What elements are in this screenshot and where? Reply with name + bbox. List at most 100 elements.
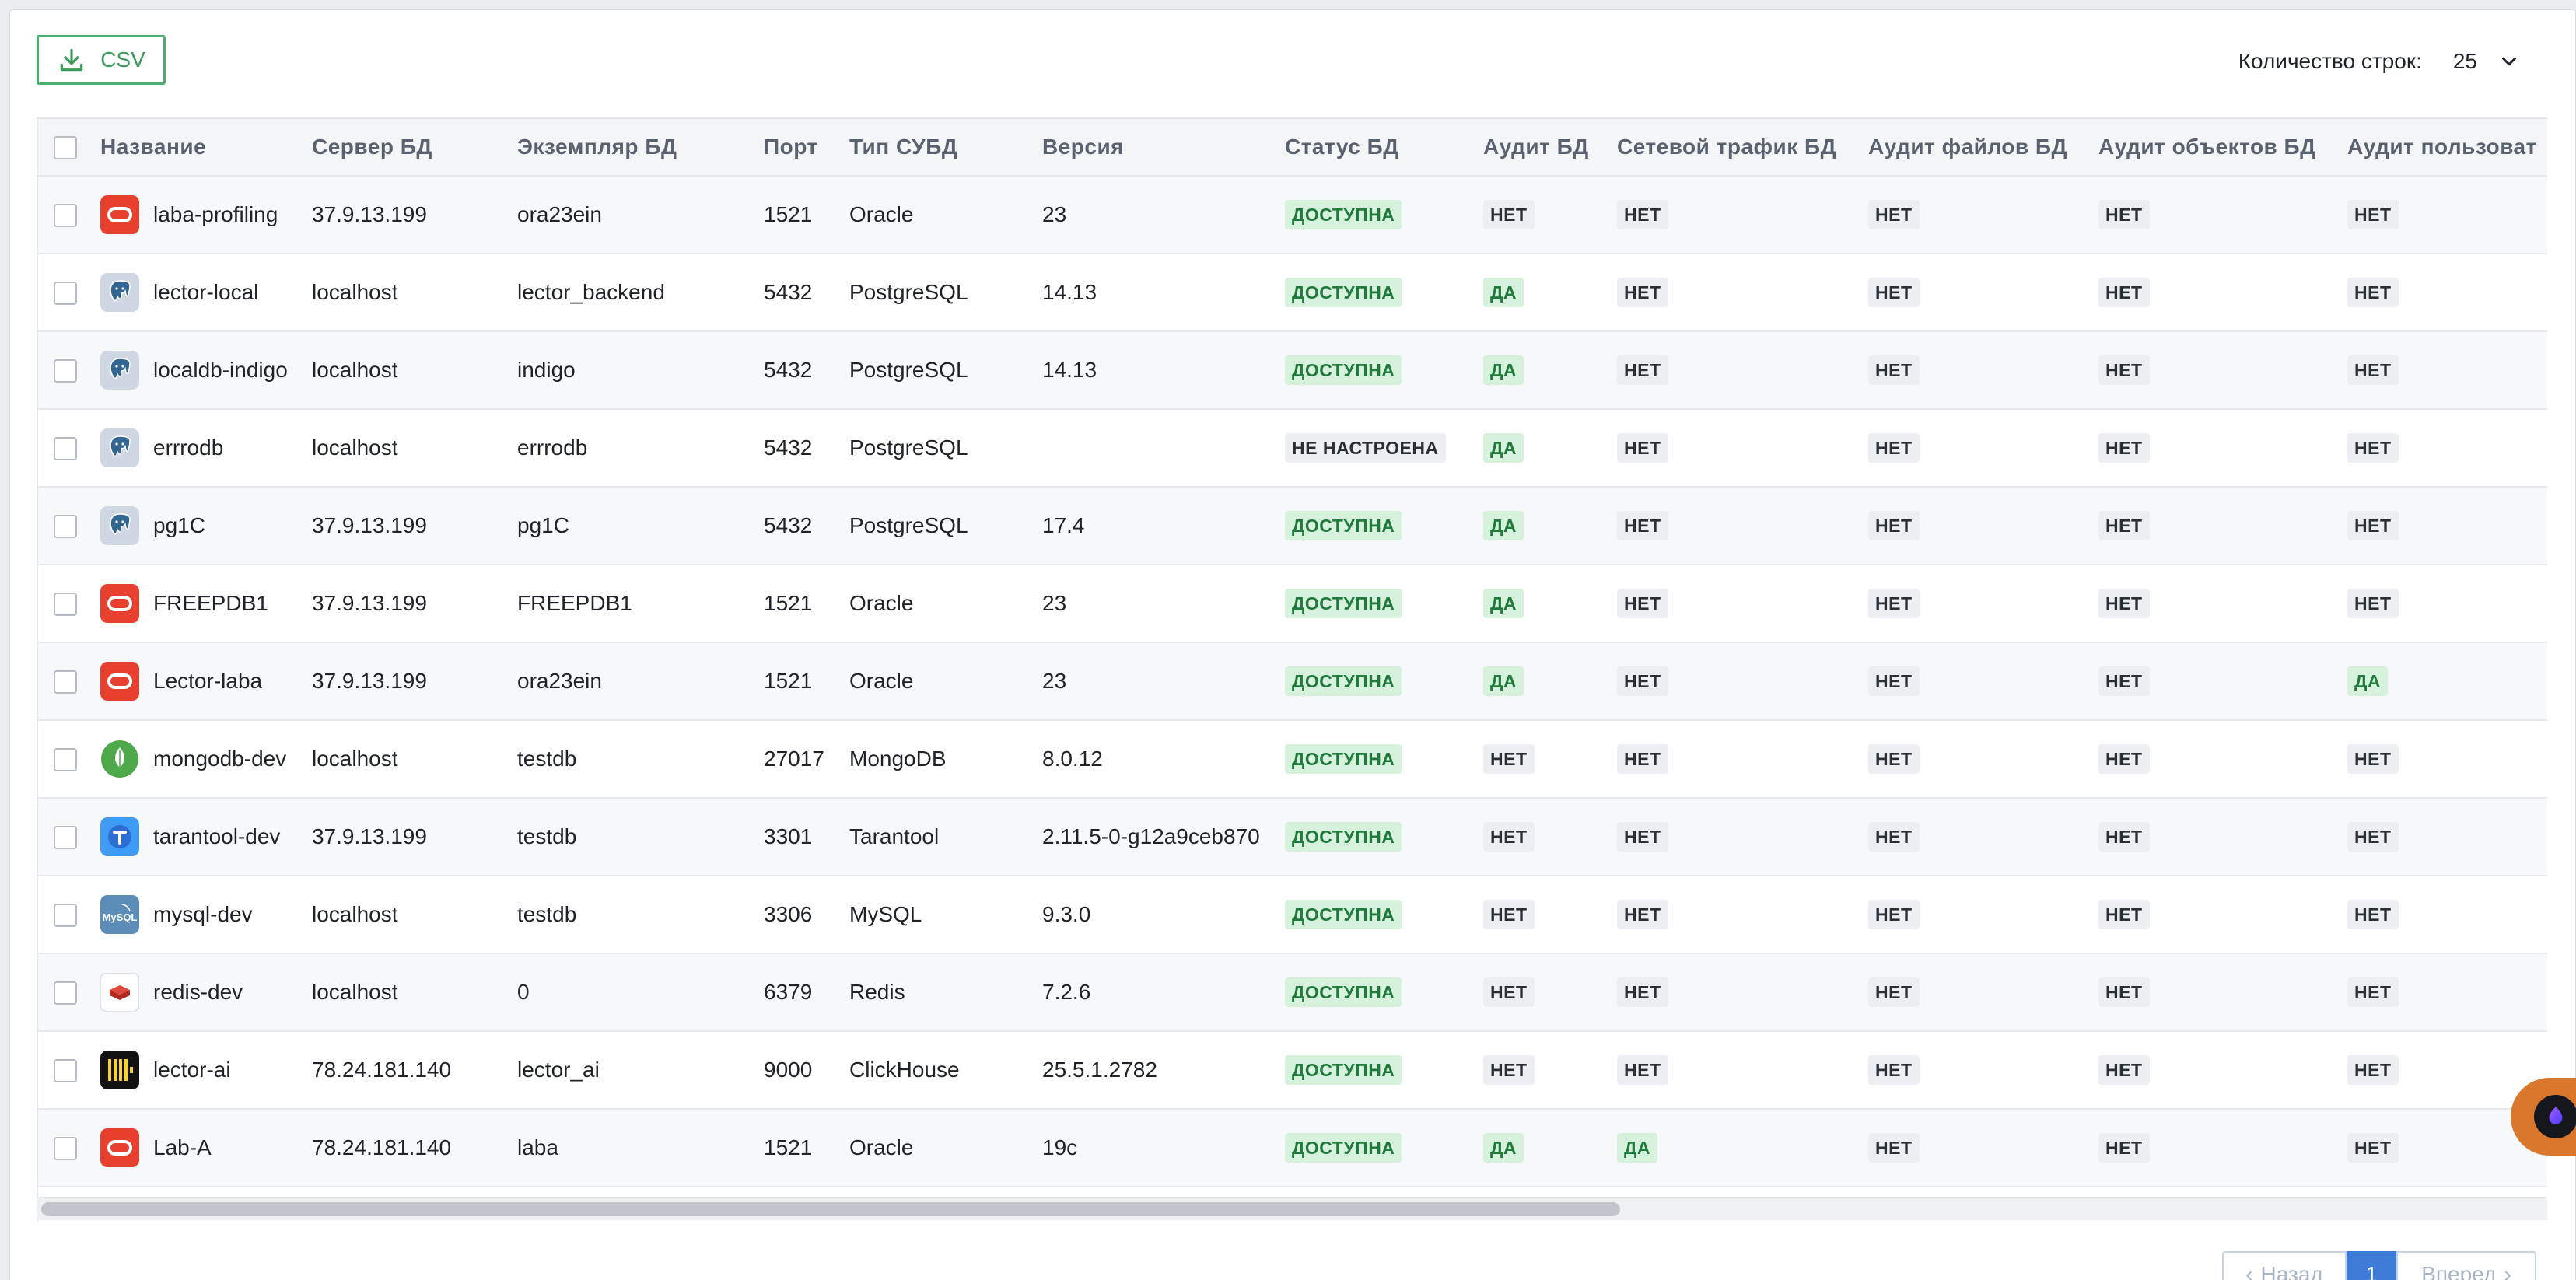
db-audit-badge: НЕТ bbox=[1483, 822, 1535, 852]
column-header-port[interactable]: Порт bbox=[764, 135, 818, 159]
column-header-user-audit[interactable]: Аудит пользоват bbox=[2347, 135, 2537, 159]
db-instance-cell: laba bbox=[517, 1135, 558, 1159]
table-row[interactable]: redis-dev localhost 0 6379 Redis 7.2.6 ДОСТУПН… bbox=[38, 953, 2547, 1031]
table-row[interactable]: laba-profiling 37.9.13.199 ora23ein 1521 Ora… bbox=[38, 176, 2547, 254]
table-row[interactable]: lector-ai 78.24.181.140 lector_ai 9000 Click… bbox=[38, 1031, 2547, 1109]
pagination-prev-button[interactable]: ‹ Назад bbox=[2222, 1251, 2347, 1280]
table-row[interactable]: Lab-A 78.24.181.140 laba 1521 Oracle 19c ДОСТУ… bbox=[38, 1109, 2547, 1187]
db-name-cell[interactable]: FREEPDB1 bbox=[153, 591, 268, 615]
row-checkbox[interactable] bbox=[54, 1137, 77, 1161]
user-audit-badge: НЕТ bbox=[2347, 278, 2399, 307]
table-row[interactable]: MySQL mysql-dev localhost testdb 3306 MySQL 9.… bbox=[38, 876, 2547, 953]
row-checkbox[interactable] bbox=[54, 670, 77, 694]
db-name-cell[interactable]: laba-profiling bbox=[153, 202, 278, 226]
pagination-next-label: Вперед bbox=[2421, 1262, 2497, 1280]
postgresql-icon bbox=[100, 506, 139, 545]
column-header-name[interactable]: Название bbox=[100, 135, 207, 159]
db-name-cell[interactable]: Lector-laba bbox=[153, 669, 263, 693]
db-version-cell: 8.0.12 bbox=[1042, 747, 1103, 771]
clickhouse-icon bbox=[100, 1051, 139, 1089]
row-checkbox[interactable] bbox=[54, 437, 77, 461]
db-version-cell: 19c bbox=[1042, 1135, 1078, 1159]
svg-text:MySQL: MySQL bbox=[103, 911, 138, 923]
column-header-server[interactable]: Сервер БД bbox=[312, 135, 432, 159]
db-name-cell[interactable]: mysql-dev bbox=[153, 902, 253, 926]
db-name-cell[interactable]: pg1C bbox=[153, 513, 205, 537]
column-header-version[interactable]: Версия bbox=[1042, 135, 1125, 159]
csv-export-button[interactable]: CSV bbox=[37, 35, 166, 85]
column-header-db-audit[interactable]: Аудит БД bbox=[1483, 135, 1589, 159]
table-row[interactable]: mongodb-dev localhost testdb 27017 MongoDB 8.… bbox=[38, 720, 2547, 798]
db-audit-badge: НЕТ bbox=[1483, 1055, 1535, 1085]
db-version-cell: 23 bbox=[1042, 591, 1067, 615]
assistant-fab-button[interactable] bbox=[2511, 1078, 2576, 1156]
db-audit-badge: НЕТ bbox=[1483, 900, 1535, 929]
table-row[interactable]: localdb-indigo localhost indigo 5432 Postgre… bbox=[38, 331, 2547, 409]
db-name-cell[interactable]: lector-local bbox=[153, 280, 259, 304]
table-row[interactable]: pg1C 37.9.13.199 pg1C 5432 PostgreSQL 17.4 ДОС… bbox=[38, 487, 2547, 565]
row-checkbox[interactable] bbox=[54, 204, 77, 228]
db-name-cell[interactable]: errrodb bbox=[153, 435, 224, 460]
table-row[interactable]: Lector-laba 37.9.13.199 ora23ein 1521 Oracle… bbox=[38, 642, 2547, 720]
db-port-cell: 27017 bbox=[764, 747, 824, 771]
scrollbar-thumb[interactable] bbox=[41, 1202, 1620, 1216]
db-audit-badge: ДА bbox=[1483, 511, 1524, 540]
column-header-network-traffic[interactable]: Сетевой трафик БД bbox=[1617, 135, 1837, 159]
column-header-instance[interactable]: Экземпляр БД bbox=[517, 135, 677, 159]
db-name-cell[interactable]: redis-dev bbox=[153, 980, 243, 1004]
db-instance-cell: ora23ein bbox=[517, 669, 602, 693]
row-checkbox[interactable] bbox=[54, 748, 77, 772]
rows-per-page-select[interactable]: 25 bbox=[2453, 49, 2521, 74]
row-checkbox[interactable] bbox=[54, 282, 77, 306]
table-row[interactable]: FREEPDB1 37.9.13.199 FREEPDB1 1521 Oracle 23 Д… bbox=[38, 565, 2547, 642]
db-port-cell: 5432 bbox=[764, 280, 813, 304]
db-server-cell: 37.9.13.199 bbox=[312, 669, 427, 693]
db-name-cell[interactable]: tarantool-dev bbox=[153, 824, 281, 848]
column-header-dbms-type[interactable]: Тип СУБД bbox=[849, 135, 958, 159]
object-audit-badge: НЕТ bbox=[2098, 433, 2150, 463]
db-name-cell[interactable]: localdb-indigo bbox=[153, 358, 288, 382]
row-checkbox[interactable] bbox=[54, 593, 77, 617]
db-port-cell: 5432 bbox=[764, 358, 813, 382]
horizontal-scrollbar[interactable] bbox=[37, 1197, 2547, 1220]
status-badge: ДОСТУПНА bbox=[1285, 977, 1402, 1007]
rows-per-page-label: Количество строк: bbox=[2238, 49, 2422, 73]
table-row[interactable]: lector-local localhost lector_backend 5432 P… bbox=[38, 254, 2547, 331]
row-checkbox[interactable] bbox=[54, 904, 77, 928]
db-name-cell[interactable]: mongodb-dev bbox=[153, 747, 287, 771]
databases-table: Название Сервер БД Экземпляр БД Порт Тип… bbox=[38, 117, 2547, 1187]
file-audit-badge: НЕТ bbox=[1868, 900, 1920, 929]
db-server-cell: 37.9.13.199 bbox=[312, 513, 427, 537]
db-port-cell: 1521 bbox=[764, 591, 813, 615]
db-instance-cell: 0 bbox=[517, 980, 530, 1004]
pagination-current-page[interactable]: 1 bbox=[2347, 1251, 2396, 1280]
row-checkbox[interactable] bbox=[54, 1059, 77, 1083]
tarantool-icon bbox=[100, 817, 139, 856]
db-server-cell: 37.9.13.199 bbox=[312, 202, 427, 226]
pagination-next-button[interactable]: Вперед › bbox=[2396, 1251, 2536, 1280]
column-header-status[interactable]: Статус БД bbox=[1285, 135, 1399, 159]
column-header-object-audit[interactable]: Аудит объектов БД bbox=[2098, 135, 2316, 159]
dbms-type-cell: Redis bbox=[849, 980, 905, 1004]
status-badge: ДОСТУПНА bbox=[1285, 1055, 1402, 1085]
chevron-down-icon bbox=[2502, 57, 2516, 66]
table-row[interactable]: tarantool-dev 37.9.13.199 testdb 3301 Tarant… bbox=[38, 798, 2547, 876]
db-name-cell[interactable]: lector-ai bbox=[153, 1058, 231, 1082]
column-header-file-audit[interactable]: Аудит файлов БД bbox=[1868, 135, 2067, 159]
select-all-checkbox[interactable] bbox=[54, 136, 77, 160]
row-checkbox[interactable] bbox=[54, 515, 77, 539]
oracle-icon bbox=[100, 662, 139, 701]
dbms-type-cell: PostgreSQL bbox=[849, 280, 968, 304]
db-port-cell: 3301 bbox=[764, 824, 813, 848]
table-row[interactable]: errrodb localhost errrodb 5432 PostgreSQL НЕ … bbox=[38, 409, 2547, 487]
db-name-cell[interactable]: Lab-A bbox=[153, 1135, 212, 1159]
row-checkbox[interactable] bbox=[54, 826, 77, 850]
chevron-right-icon: › bbox=[2504, 1262, 2511, 1280]
row-checkbox[interactable] bbox=[54, 359, 77, 383]
db-version-cell: 9.3.0 bbox=[1042, 902, 1091, 926]
db-server-cell: 78.24.181.140 bbox=[312, 1135, 452, 1159]
row-checkbox[interactable] bbox=[54, 981, 77, 1005]
network-traffic-badge: НЕТ bbox=[1617, 589, 1668, 618]
object-audit-badge: НЕТ bbox=[2098, 355, 2150, 385]
object-audit-badge: НЕТ bbox=[2098, 900, 2150, 929]
